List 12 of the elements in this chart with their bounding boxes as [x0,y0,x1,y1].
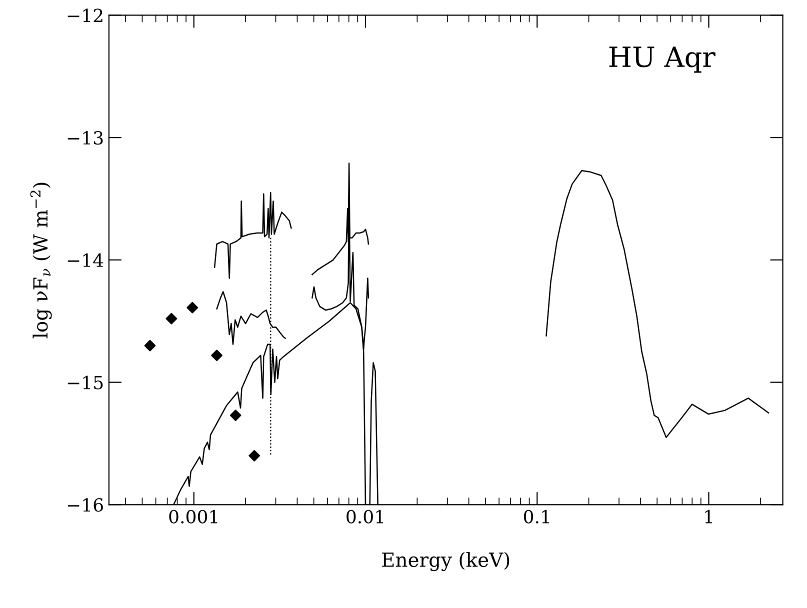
x-tick-label: 0.1 [524,510,549,524]
x-tick-label: 1 [705,510,712,524]
y-tick-label: −14 [68,253,104,267]
y-tick-label: −12 [68,8,102,22]
x-tick-label: 0.01 [346,510,384,524]
y-tick-label: −16 [68,498,103,512]
y-tick-label: −15 [68,376,103,390]
annotation: HU Aqr [609,46,716,73]
y-tick-label: −13 [68,131,103,145]
y-axis-title: log νF$_{ν}$ (W m$^{−2}$) [30,182,52,338]
x-axis-title: Energy (keV) [382,552,510,572]
x-tick-label: 0.001 [169,510,218,524]
